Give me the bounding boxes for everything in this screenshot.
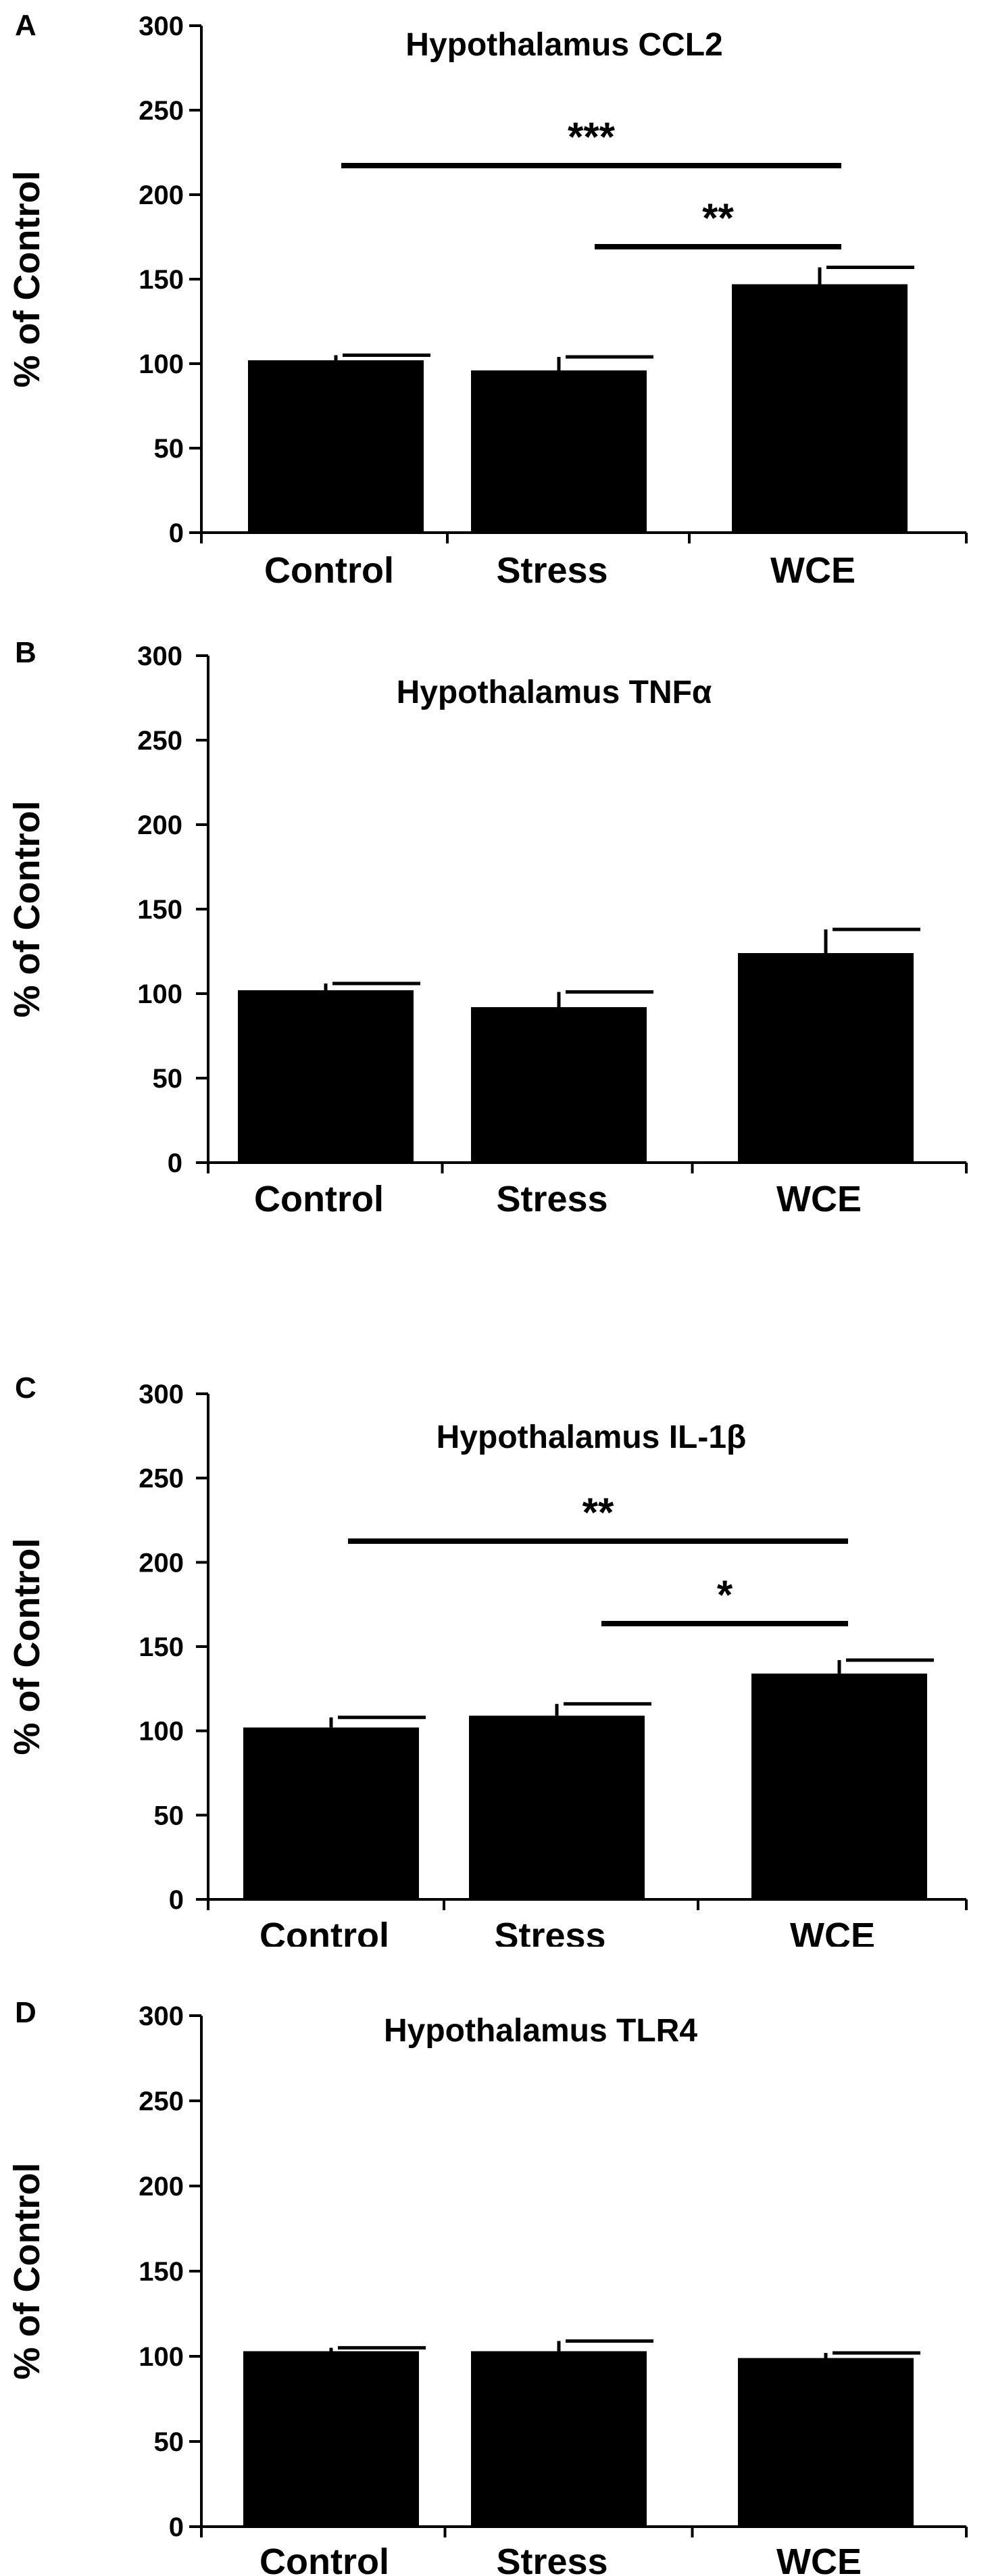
y-tick-label: 150 (137, 895, 182, 925)
y-tick-label: 100 (139, 2342, 184, 2372)
x-category-label: Stress (496, 2542, 607, 2576)
y-axis-label: % of Control (7, 1538, 47, 1755)
x-category-label: WCE (770, 550, 855, 588)
chart-svg: D Hypothalamus TLR4 % of Control 0 50 100 150 2… (7, 1996, 968, 2576)
bar-wce (738, 953, 914, 1163)
y-tick-label: 0 (168, 1148, 182, 1178)
y-tick-label: 200 (139, 1548, 184, 1578)
y-tick-label: 50 (154, 2427, 184, 2457)
y-axis-label: % of Control (7, 801, 47, 1018)
bar-wce (732, 284, 908, 533)
y-tick-label: 150 (139, 2257, 184, 2287)
panel-label: C (15, 1371, 36, 1405)
y-tick-label: 300 (139, 11, 184, 41)
chart-svg: A Hypothalamus CCL2 % of Control 0 50 100 150 2… (7, 9, 968, 588)
y-tick-label: 200 (139, 2172, 184, 2202)
x-category-label: Control (264, 550, 394, 588)
x-category-label: Control (259, 2542, 389, 2576)
x-category-label: Stress (496, 550, 607, 588)
chart-panel-d: D Hypothalamus TLR4 % of Control 0 50 100 150 2… (0, 1987, 992, 2576)
x-category-label: Stress (494, 1916, 605, 1947)
bar-stress (471, 1007, 647, 1163)
x-category-label: WCE (776, 2542, 862, 2576)
chart-title: Hypothalamus TNFα (397, 675, 712, 710)
bar-stress (471, 2351, 647, 2527)
y-tick-label: 0 (169, 1885, 184, 1915)
y-tick-label: 150 (139, 265, 184, 295)
bar-stress (471, 370, 647, 533)
chart-svg: B Hypothalamus TNFα % of Control 0 50 100 150 2… (7, 636, 968, 1217)
y-tick-label: 0 (169, 518, 184, 548)
significance-label: * (717, 1572, 733, 1618)
y-axis-label: % of Control (7, 2163, 47, 2380)
chart-title: Hypothalamus IL-1β (437, 1419, 747, 1455)
x-category-label: WCE (776, 1179, 862, 1217)
significance-label: ** (702, 195, 734, 241)
x-category-label: WCE (790, 1916, 875, 1947)
y-tick-label: 250 (137, 726, 182, 756)
bar-stress (469, 1716, 645, 1899)
y-tick-label: 200 (139, 180, 184, 210)
y-tick-label: 100 (137, 979, 182, 1009)
bar-control (248, 360, 424, 533)
y-tick-label: 200 (137, 810, 182, 840)
chart-panel-c: C Hypothalamus IL-1β % of Control 0 50 100 150… (0, 1359, 992, 1947)
chart-panel-b: B Hypothalamus TNFα % of Control 0 50 100 150 2… (0, 629, 992, 1217)
y-tick-label: 250 (139, 1464, 184, 1494)
bar-wce (738, 2358, 914, 2527)
x-category-label: Control (259, 1916, 389, 1947)
x-category-label: Stress (496, 1179, 607, 1217)
chart-title: Hypothalamus TLR4 (384, 2013, 697, 2049)
y-tick-label: 250 (139, 96, 184, 126)
significance-label: *** (568, 114, 616, 160)
bar-control (243, 1727, 419, 1899)
y-tick-label: 0 (169, 2512, 184, 2542)
y-axis-label: % of Control (7, 171, 47, 388)
chart-panel-a: A Hypothalamus CCL2 % of Control 0 50 100 150 2… (0, 0, 992, 588)
chart-title: Hypothalamus CCL2 (405, 27, 722, 63)
panel-label: B (15, 636, 36, 669)
y-tick-label: 50 (154, 434, 184, 464)
chart-svg: C Hypothalamus IL-1β % of Control 0 50 100 150… (7, 1371, 968, 1947)
y-tick-label: 100 (139, 349, 184, 379)
significance-label: ** (582, 1490, 614, 1535)
y-tick-label: 150 (139, 1632, 184, 1662)
bar-control (243, 2351, 419, 2527)
panel-label: D (15, 1996, 36, 2029)
panel-label: A (15, 9, 36, 42)
y-tick-label: 250 (139, 2087, 184, 2116)
y-tick-label: 50 (153, 1064, 183, 1094)
y-tick-label: 50 (154, 1801, 184, 1830)
bar-wce (751, 1673, 927, 1899)
y-tick-label: 300 (139, 2001, 184, 2031)
y-tick-label: 100 (139, 1717, 184, 1747)
bar-control (238, 990, 414, 1163)
y-tick-label: 300 (139, 1380, 184, 1409)
y-tick-label: 300 (137, 641, 182, 671)
x-category-label: Control (254, 1179, 384, 1217)
